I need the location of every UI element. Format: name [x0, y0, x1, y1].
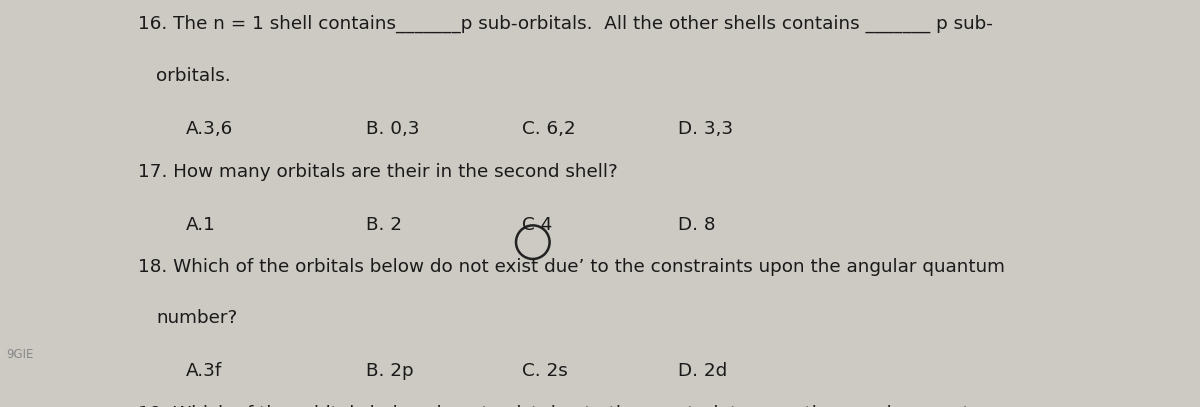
Text: 17. How many orbitals are their in the second shell?: 17. How many orbitals are their in the s… — [138, 163, 618, 181]
Text: C 4: C 4 — [522, 216, 552, 234]
Text: orbitals.: orbitals. — [156, 67, 230, 85]
Text: A.3f: A.3f — [186, 362, 222, 380]
Text: 19. Which of the orbitals below do not exist due to the constraints upon the ang: 19. Which of the orbitals below do not e… — [138, 405, 1000, 407]
Text: 9GIE: 9GIE — [6, 348, 34, 361]
Text: A.3,6: A.3,6 — [186, 120, 233, 138]
Text: A.1: A.1 — [186, 216, 216, 234]
Text: D. 3,3: D. 3,3 — [678, 120, 733, 138]
Text: D. 8: D. 8 — [678, 216, 715, 234]
Text: 18. Which of the orbitals below do not exist dueʼ to the constraints upon the an: 18. Which of the orbitals below do not e… — [138, 258, 1006, 276]
Text: B. 2: B. 2 — [366, 216, 402, 234]
Text: D. 2d: D. 2d — [678, 362, 727, 380]
Text: number?: number? — [156, 309, 238, 327]
Text: C. 6,2: C. 6,2 — [522, 120, 576, 138]
Text: C. 2s: C. 2s — [522, 362, 568, 380]
Text: 16. The n = 1 shell contains_______p sub-orbitals.  All the other shells contain: 16. The n = 1 shell contains_______p sub… — [138, 14, 992, 33]
Text: B. 2p: B. 2p — [366, 362, 414, 380]
Text: B. 0,3: B. 0,3 — [366, 120, 420, 138]
